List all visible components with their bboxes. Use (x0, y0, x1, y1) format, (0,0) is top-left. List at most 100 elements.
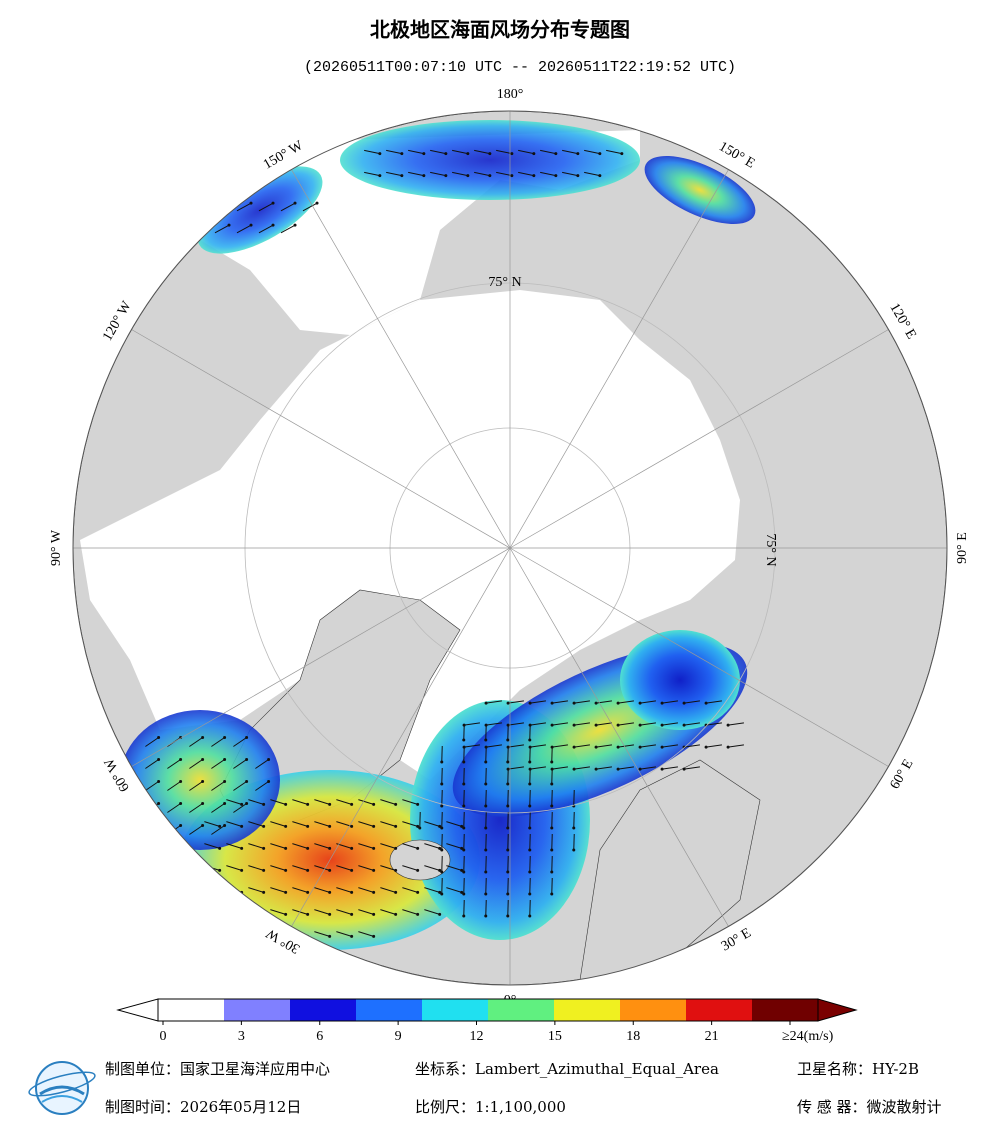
wind-arrow (380, 909, 396, 915)
wind-arrow (728, 722, 744, 726)
wind-arrow (424, 909, 440, 915)
wind-arrow-head (394, 824, 398, 828)
wind-arrow (255, 781, 269, 791)
wind-arrow-head (484, 723, 488, 727)
wind-arrow-head (484, 826, 488, 830)
wind-arrow (189, 781, 203, 791)
wind-arrow (424, 865, 440, 871)
wind-arrow (214, 202, 230, 212)
wind-arrow-head (328, 802, 332, 806)
wind-arrow (270, 909, 286, 915)
wind-arrow (336, 799, 352, 805)
wind-arrow (292, 887, 308, 893)
wind-arrow (336, 887, 352, 893)
wind-arrow-head (440, 892, 444, 896)
wind-arrow-head (249, 223, 253, 227)
wind-arrow-head (616, 767, 620, 771)
wind-arrow-head (572, 767, 576, 771)
wind-arrow (662, 722, 678, 726)
colorbar-swatch (752, 999, 819, 1021)
wind-arrow (270, 821, 286, 827)
wind-field (120, 710, 280, 850)
wind-arrow-head (462, 745, 466, 749)
wind-arrow-head (484, 738, 488, 742)
wind-arrow (446, 843, 462, 849)
wind-arrow-head (466, 152, 470, 156)
wind-arrow (248, 887, 264, 893)
wind-arrow (530, 766, 546, 770)
wind-arrow-head (488, 174, 492, 178)
wind-arrow-head (572, 848, 576, 852)
wind-arrow (189, 759, 203, 769)
wind-arrow (508, 766, 524, 770)
title: 北极地区海面风场分布专题图 (370, 18, 630, 42)
wind-arrow (474, 171, 490, 177)
wind-arrow-head (460, 846, 464, 850)
wind-arrow (358, 821, 374, 827)
wind-arrow (408, 149, 424, 155)
wind-arrow (424, 843, 440, 849)
wind-arrow-head (682, 767, 686, 771)
wind-arrow (402, 843, 418, 849)
wind-arrow-head (682, 745, 686, 749)
wind-arrow (706, 744, 722, 748)
wind-arrow (464, 744, 480, 748)
wind-arrow-head (416, 912, 420, 916)
wind-arrow-head (532, 174, 536, 178)
wind-arrow-head (249, 201, 253, 205)
wind-arrow (552, 700, 568, 704)
wind-arrow (248, 865, 264, 871)
longitude-label: 90° W (49, 529, 64, 566)
wind-arrow (226, 865, 242, 871)
wind-arrow (145, 781, 159, 791)
wind-arrow-head (528, 870, 532, 874)
wind-arrow (684, 700, 700, 704)
wind-arrow-head (594, 767, 598, 771)
map-date: 制图时间：2026年05月12日 (105, 1098, 301, 1116)
wind-arrow-head (506, 723, 510, 727)
wind-arrow (486, 700, 502, 704)
wind-arrow (204, 821, 220, 827)
wind-arrow-head (179, 779, 183, 783)
wind-arrow-head (466, 174, 470, 178)
meridian (131, 329, 511, 549)
wind-arrow (364, 171, 380, 177)
wind-arrow-head (284, 868, 288, 872)
wind-arrow (408, 171, 424, 177)
wind-arrow-head (460, 824, 464, 828)
wind-arrow (640, 700, 656, 704)
wind-arrow-head (328, 890, 332, 894)
wind-arrow (358, 931, 374, 937)
wind-arrow-head (462, 892, 466, 896)
wind-arrow (518, 171, 534, 177)
wind-arrow-head (550, 767, 554, 771)
wind-arrow (314, 887, 330, 893)
wind-arrow (540, 171, 556, 177)
wind-arrow (380, 865, 396, 871)
colorbar-swatch (554, 999, 621, 1021)
wind-arrow (211, 825, 225, 835)
wind-arrow-head (267, 779, 271, 783)
wind-arrow-head (682, 701, 686, 705)
wind-arrow-head (528, 701, 532, 705)
colorbar-tick-label: 15 (548, 1029, 562, 1044)
wind-arrow-head (462, 723, 466, 727)
wind-arrow (596, 766, 612, 770)
wind-arrow-head (218, 846, 222, 850)
wind-arrow (167, 803, 181, 813)
wind-arrow-head (372, 890, 376, 894)
wind-arrow (446, 821, 462, 827)
wind-arrow-head (440, 804, 444, 808)
wind-arrow-head (506, 767, 510, 771)
wind-arrow (530, 744, 546, 748)
wind-arrow-head (179, 757, 183, 761)
wind-arrow-head (550, 782, 554, 786)
wind-field (620, 630, 740, 730)
wind-arrow-head (416, 868, 420, 872)
wind-arrow (574, 766, 590, 770)
wind-arrow (226, 909, 242, 915)
wind-arrow-head (444, 152, 448, 156)
wind-arrow-head (572, 745, 576, 749)
wind-arrow-head (306, 912, 310, 916)
